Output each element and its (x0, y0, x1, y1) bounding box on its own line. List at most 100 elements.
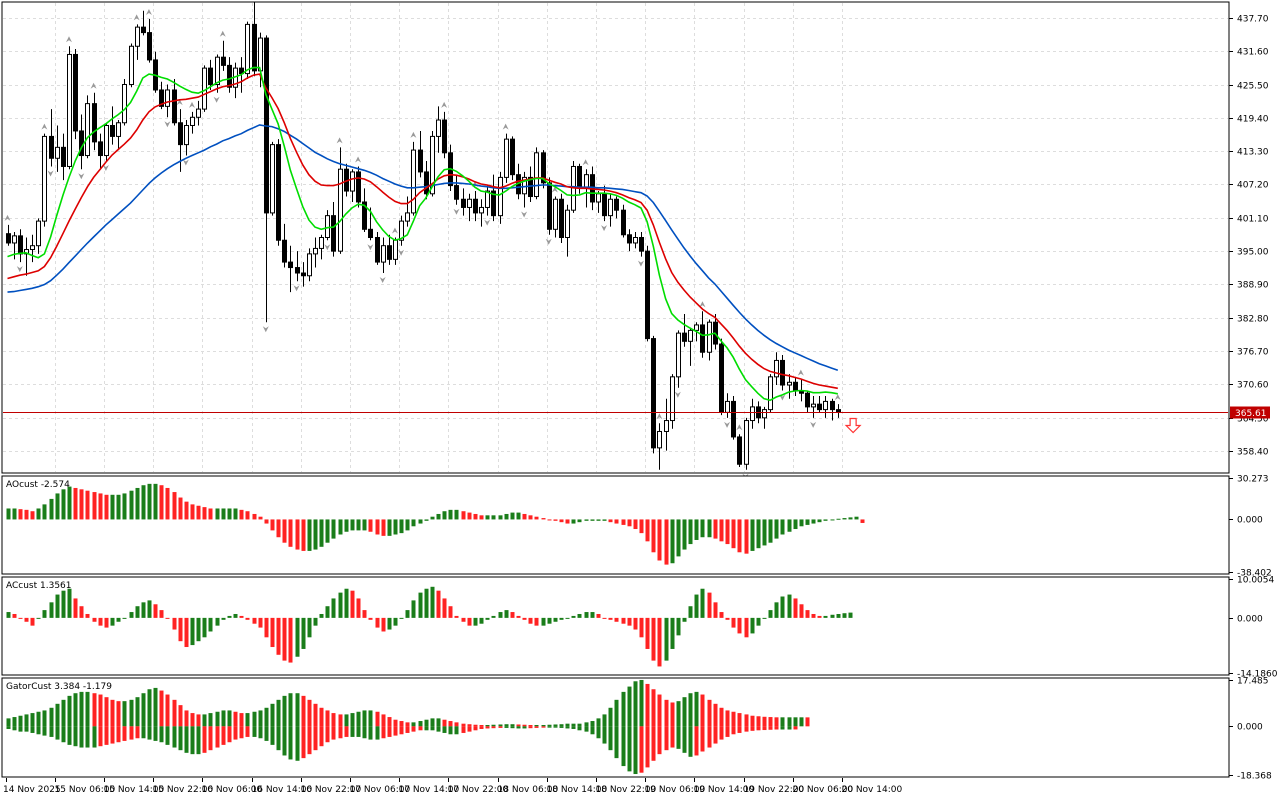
gator-upper-bar (49, 707, 54, 727)
indicator-tick-label: 10.0054 (1237, 576, 1274, 586)
histogram-bar (375, 519, 380, 535)
price-tick-label: 382.80 (1237, 315, 1269, 325)
candle-down (147, 32, 152, 61)
histogram-bar (657, 519, 662, 561)
histogram-bar (147, 483, 152, 520)
histogram-bar (621, 617, 626, 624)
histogram-bar (18, 617, 23, 619)
histogram-bar (694, 594, 699, 618)
histogram-bar (104, 494, 109, 520)
gator-upper-bar (700, 694, 705, 727)
histogram-bar (30, 617, 35, 626)
histogram-bar (313, 519, 318, 550)
gator-upper-bar (258, 710, 263, 727)
gator-lower-bar (793, 726, 798, 730)
histogram-bar (479, 617, 484, 624)
histogram-bar (67, 588, 72, 618)
gator-upper-bar (141, 693, 146, 727)
gator-upper-bar (227, 710, 232, 727)
histogram-bar (264, 617, 269, 638)
gator-lower-bar (405, 726, 410, 733)
candle-up (774, 359, 779, 378)
gator-upper-bar (621, 691, 626, 727)
candle-down (221, 56, 226, 66)
candle-down (418, 149, 423, 173)
gator-lower-bar (264, 726, 269, 741)
gator-upper-bar (208, 713, 213, 727)
gator-lower-bar (399, 726, 404, 735)
candle-down (793, 381, 798, 391)
gator-upper-bar (799, 717, 804, 727)
candle-up (811, 403, 816, 408)
gator-lower-bar (700, 726, 705, 752)
histogram-bar (473, 513, 478, 520)
histogram-bar (399, 617, 404, 619)
gator-upper-bar (6, 718, 11, 727)
ma-green-line (7, 66, 838, 402)
histogram-bar (442, 511, 447, 520)
gator-upper-bar (516, 724, 521, 727)
gator-lower-bar (467, 726, 472, 732)
gator-upper-bar (368, 710, 373, 727)
candle-down (331, 215, 336, 252)
histogram-bar (196, 617, 201, 642)
histogram-bar (307, 519, 312, 551)
histogram-bar (215, 508, 220, 520)
indicator-tick-label: -14.1860 (1237, 670, 1278, 680)
histogram-bar (61, 590, 66, 618)
gator-upper-bar (731, 711, 736, 727)
gator-lower-bar (79, 726, 84, 748)
histogram-bar (436, 590, 441, 618)
candle-down (737, 436, 742, 465)
gator-lower-bar (387, 726, 392, 737)
histogram-bar (842, 613, 847, 618)
histogram-bar (744, 519, 749, 554)
histogram-bar (104, 617, 109, 628)
histogram-bar (6, 612, 11, 618)
gator-upper-bar (793, 717, 798, 727)
gator-lower-bar (12, 726, 17, 731)
candle-down (547, 182, 552, 230)
sell-signal-arrow (844, 417, 862, 434)
gator-upper-bar (688, 693, 693, 727)
gator-upper-bar (522, 724, 527, 727)
histogram-bar (245, 617, 250, 620)
price-tick-label: 413.30 (1237, 148, 1269, 158)
gator-lower-bar (762, 726, 767, 731)
histogram-bar (725, 519, 730, 545)
histogram-bar (436, 513, 441, 520)
candle-down (651, 338, 656, 449)
gator-lower-bar (657, 726, 662, 755)
candle-down (700, 324, 705, 353)
fractal-up-arrow (176, 99, 183, 106)
gator-upper-bar (165, 694, 170, 727)
gator-upper-bar (719, 707, 724, 727)
gator-lower-bar (553, 726, 558, 728)
histogram-bar (153, 604, 158, 618)
fractal-down-arrow (262, 326, 269, 333)
gator-upper-bar (233, 711, 238, 727)
gator-upper-bar (614, 699, 619, 727)
gator-upper-bar (381, 714, 386, 727)
gator-lower-bar (36, 726, 41, 735)
histogram-bar (202, 617, 207, 638)
indicator-tick-label: 0.000 (1237, 615, 1263, 625)
gator-upper-bar (725, 710, 730, 727)
candle-up (768, 376, 773, 411)
gator-upper-bar (295, 693, 300, 727)
candle-down (368, 228, 373, 238)
candle-up (750, 406, 755, 422)
gator-lower-bar (534, 726, 539, 728)
histogram-bar (165, 617, 170, 619)
histogram-bar (768, 519, 773, 543)
gator-upper-bar (30, 713, 35, 727)
candle-down (92, 103, 97, 143)
candle-up (313, 247, 318, 255)
histogram-bar (467, 617, 472, 626)
histogram-bar (639, 519, 644, 534)
fractal-up-arrow (391, 227, 398, 234)
candles (6, 2, 841, 470)
gator-lower-bar (682, 726, 687, 753)
histogram-bar (147, 600, 152, 618)
